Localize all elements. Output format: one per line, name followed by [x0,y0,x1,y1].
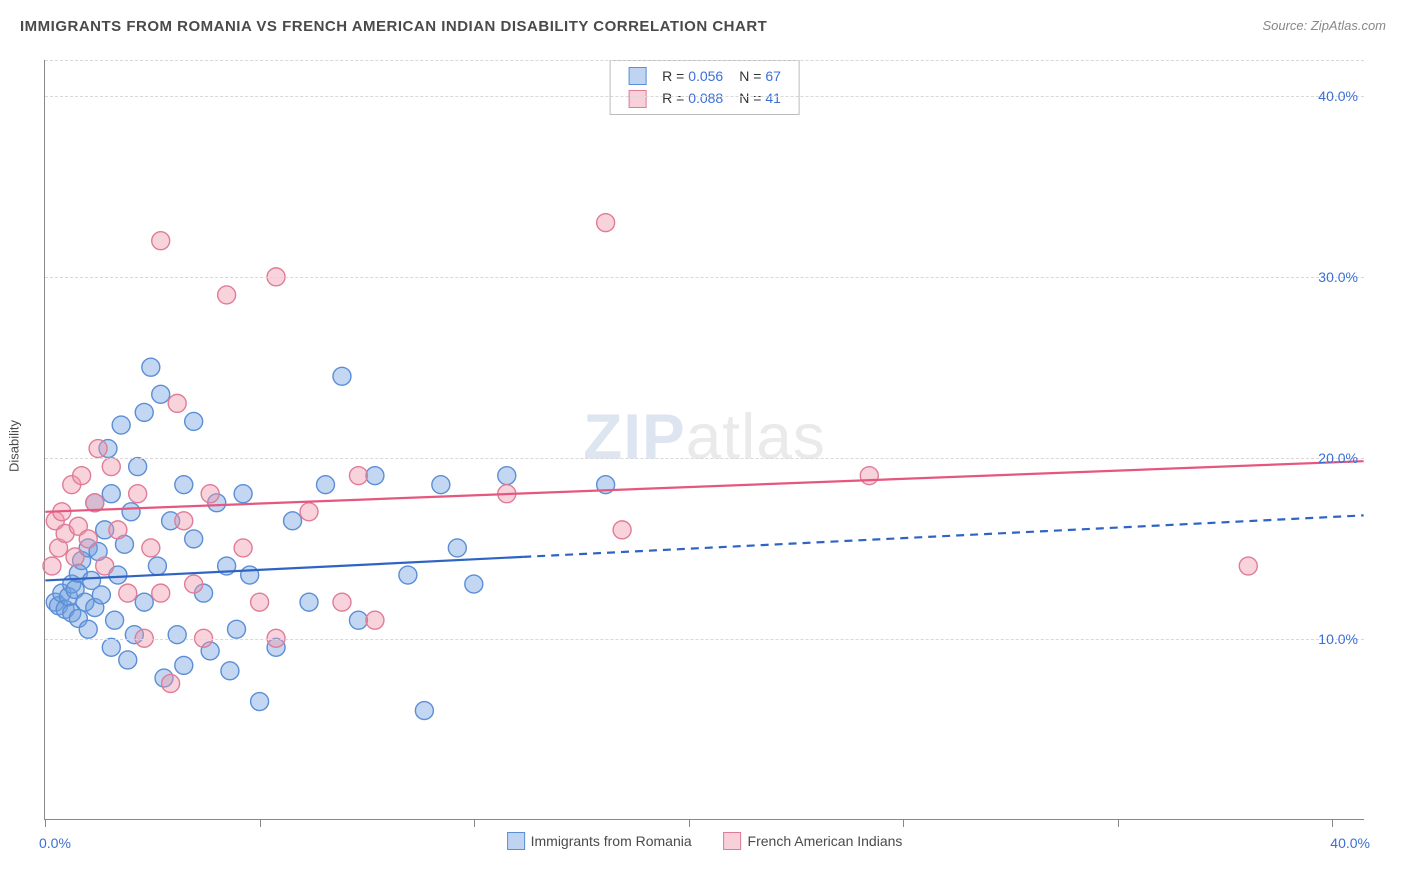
y-tick-label: 10.0% [1318,631,1358,647]
gridline [45,458,1364,459]
y-tick-label: 20.0% [1318,450,1358,466]
y-axis-label: Disability [7,420,22,472]
chart-title: IMMIGRANTS FROM ROMANIA VS FRENCH AMERIC… [20,18,767,35]
legend-item-pink: French American Indians [724,832,903,850]
chart-plot-area: ZIPatlas R = 0.056 N = 67 R = 0.088 N = … [44,60,1364,820]
x-axis-max-label: 40.0% [1330,835,1370,851]
gridline [45,60,1364,61]
pink-swatch-icon [628,90,646,108]
legend-item-blue: Immigrants from Romania [507,832,692,850]
legend-series: Immigrants from Romania French American … [493,832,917,853]
pink-swatch-icon [724,832,742,850]
x-tick [689,819,690,827]
chart-source: Source: ZipAtlas.com [1262,18,1386,33]
legend-row-pink: R = 0.088 N = 41 [620,87,789,109]
x-tick [260,819,261,827]
y-tick-label: 40.0% [1318,88,1358,104]
gridline [45,639,1364,640]
blue-swatch-icon [507,832,525,850]
legend-row-blue: R = 0.056 N = 67 [620,65,789,87]
x-tick [903,819,904,827]
gridline [45,277,1364,278]
scatter-plot-svg [45,60,1364,819]
x-axis-origin-label: 0.0% [39,835,71,851]
blue-swatch-icon [628,67,646,85]
x-tick [1118,819,1119,827]
x-tick [474,819,475,827]
legend-correlation-box: R = 0.056 N = 67 R = 0.088 N = 41 [609,60,800,115]
gridline [45,96,1364,97]
x-tick [45,819,46,827]
y-tick-label: 30.0% [1318,269,1358,285]
x-tick [1332,819,1333,827]
